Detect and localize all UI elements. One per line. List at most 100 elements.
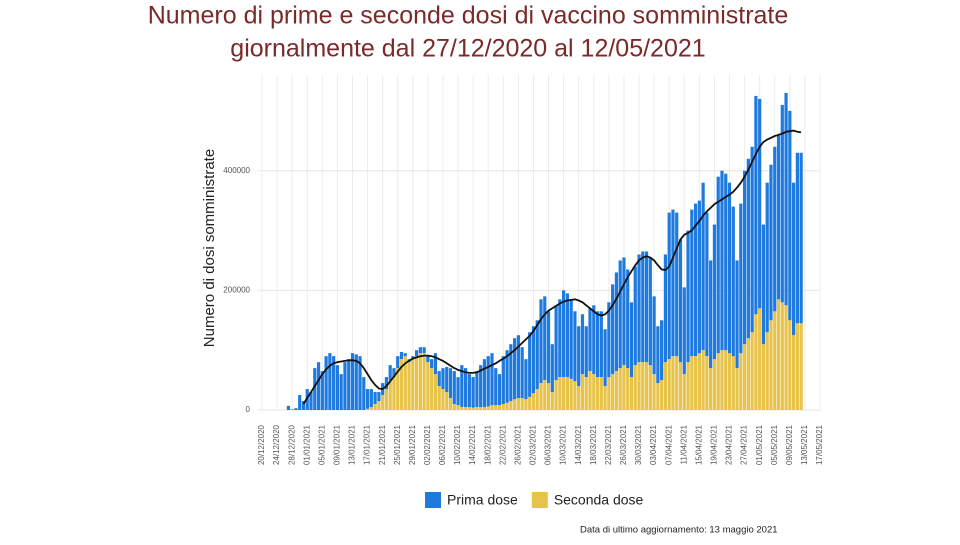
bar bbox=[448, 398, 453, 410]
bar bbox=[765, 182, 769, 333]
bar bbox=[377, 392, 381, 402]
bar bbox=[750, 332, 754, 410]
bar bbox=[720, 350, 724, 410]
x-tick-label: 28/12/2020 bbox=[287, 424, 296, 465]
bar bbox=[742, 344, 747, 410]
bar bbox=[365, 408, 370, 410]
x-tick-label: 10/03/2021 bbox=[559, 424, 568, 465]
bar bbox=[339, 374, 343, 410]
bar bbox=[675, 356, 679, 410]
bar bbox=[396, 356, 400, 369]
bar bbox=[709, 368, 713, 410]
bar bbox=[422, 353, 426, 410]
bar bbox=[437, 386, 441, 410]
legend-label: Prima dose bbox=[447, 492, 518, 508]
bar bbox=[335, 365, 340, 410]
bar bbox=[595, 377, 600, 410]
bar bbox=[595, 311, 600, 378]
x-tick-label: 20/12/2020 bbox=[257, 424, 266, 465]
bar bbox=[607, 302, 611, 378]
bar bbox=[467, 374, 471, 408]
bar bbox=[388, 380, 392, 410]
bar bbox=[332, 356, 336, 410]
x-tick-label: 21/01/2021 bbox=[378, 424, 387, 465]
bar bbox=[546, 383, 551, 410]
bar bbox=[633, 365, 637, 410]
bar bbox=[298, 395, 302, 410]
bar bbox=[641, 362, 645, 410]
bar bbox=[463, 407, 468, 410]
bar bbox=[750, 146, 754, 333]
bar bbox=[467, 407, 471, 410]
bar bbox=[761, 344, 766, 410]
bar bbox=[686, 362, 690, 410]
bar bbox=[509, 344, 513, 402]
bar bbox=[430, 359, 434, 369]
bar bbox=[392, 377, 396, 410]
bar bbox=[554, 305, 558, 381]
x-tick-label: 02/03/2021 bbox=[529, 424, 538, 465]
bar bbox=[445, 392, 449, 410]
bar bbox=[735, 368, 739, 410]
bar bbox=[776, 134, 781, 300]
bar bbox=[761, 224, 766, 345]
x-tick-label: 07/04/2021 bbox=[664, 424, 673, 465]
bar bbox=[441, 389, 445, 410]
bar bbox=[637, 362, 641, 410]
bar bbox=[603, 329, 607, 387]
bar bbox=[316, 362, 321, 410]
bar bbox=[482, 407, 487, 410]
bar bbox=[584, 326, 588, 378]
bar bbox=[426, 356, 430, 363]
bar bbox=[656, 326, 660, 384]
bar bbox=[531, 393, 536, 410]
y-tick-label: 400000 bbox=[223, 166, 250, 175]
bar bbox=[611, 374, 615, 410]
bar bbox=[513, 399, 517, 410]
bar bbox=[731, 356, 735, 410]
bar bbox=[354, 354, 358, 410]
bar bbox=[494, 405, 498, 410]
legend-swatch bbox=[531, 492, 548, 508]
bar bbox=[358, 356, 362, 410]
bar bbox=[362, 377, 366, 410]
bar bbox=[701, 350, 705, 410]
bar bbox=[712, 359, 717, 410]
y-axis-label: Numero di dosi somministrate bbox=[201, 149, 218, 347]
bar bbox=[437, 371, 441, 387]
bar bbox=[742, 170, 747, 345]
bar bbox=[377, 401, 381, 410]
bar bbox=[550, 392, 554, 410]
x-tick-label: 05/05/2021 bbox=[770, 424, 779, 465]
bar bbox=[543, 296, 547, 381]
bar bbox=[599, 377, 603, 410]
bar bbox=[765, 332, 769, 410]
bar bbox=[392, 368, 396, 378]
bar bbox=[343, 362, 347, 410]
bar bbox=[388, 365, 392, 381]
bar bbox=[524, 399, 528, 410]
chart-title: Numero di prime e seconde dosi di vaccin… bbox=[148, 2, 789, 30]
bar bbox=[494, 368, 498, 406]
bar bbox=[418, 347, 422, 354]
bar bbox=[414, 356, 419, 410]
bar bbox=[629, 302, 634, 378]
bar bbox=[301, 401, 306, 410]
bar bbox=[727, 353, 732, 410]
bar bbox=[543, 380, 547, 410]
bar bbox=[497, 405, 502, 410]
bar bbox=[509, 401, 513, 410]
bar bbox=[460, 407, 464, 410]
bar bbox=[403, 356, 407, 410]
bar bbox=[441, 368, 445, 390]
bar bbox=[592, 305, 596, 375]
legend-swatch bbox=[425, 492, 441, 508]
bar bbox=[644, 362, 649, 410]
bar bbox=[671, 356, 675, 410]
x-tick-label: 30/03/2021 bbox=[634, 424, 643, 465]
bar bbox=[445, 366, 449, 393]
bar bbox=[739, 353, 743, 410]
bar bbox=[784, 92, 788, 306]
x-tick-label: 06/03/2021 bbox=[544, 424, 553, 465]
